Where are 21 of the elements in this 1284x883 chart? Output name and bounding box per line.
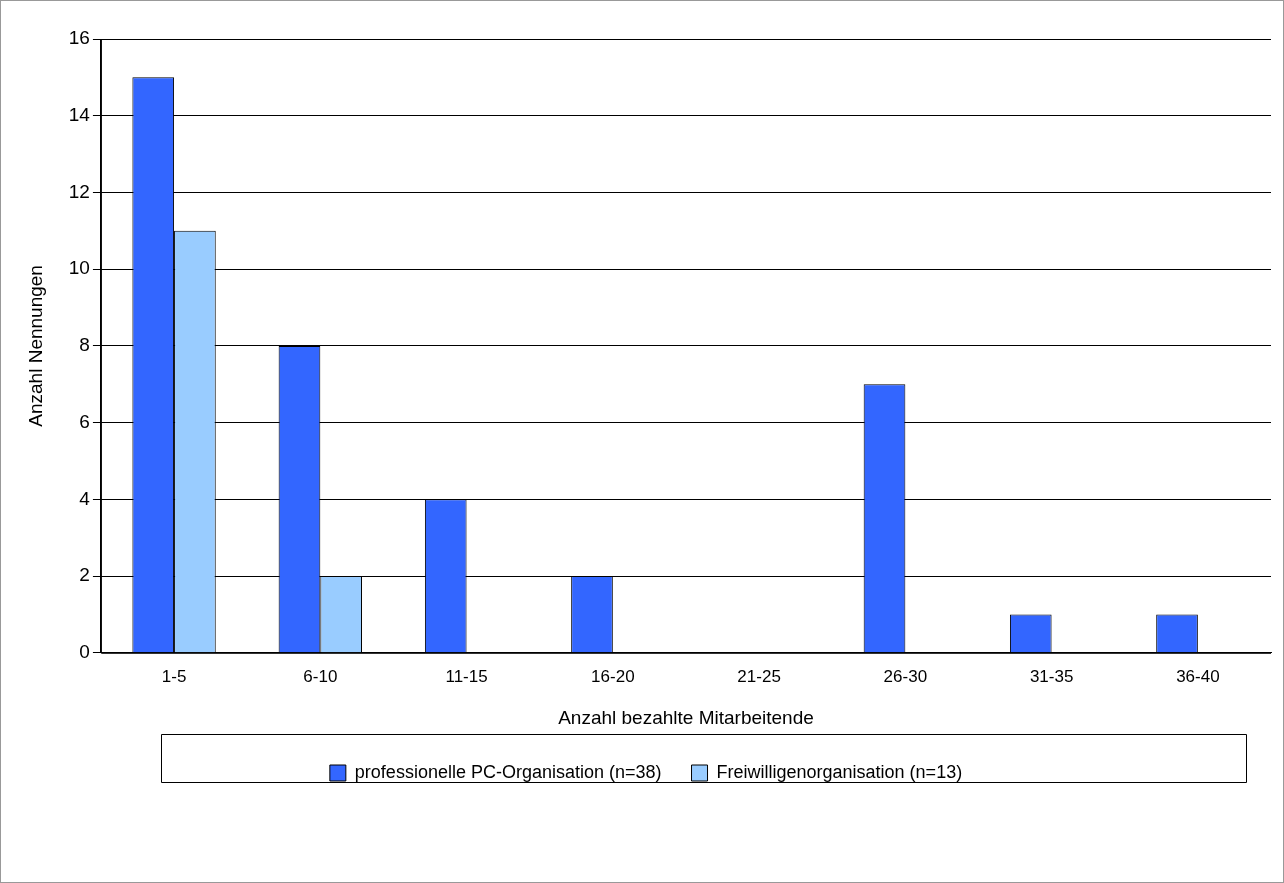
y-tick-label: 2 [79, 564, 90, 586]
legend-label: Freiwilligenorganisation (n=13) [716, 761, 963, 782]
y-tick-label: 0 [79, 641, 90, 663]
x-tick-label: 36-40 [1176, 666, 1220, 686]
y-tick-label: 4 [79, 487, 91, 509]
x-tick-label: 31-35 [1029, 666, 1074, 686]
y-tick-label: 12 [68, 180, 90, 202]
y-tick-label: 6 [79, 410, 90, 432]
x-tick-label: 6-10 [303, 666, 338, 686]
y-axis-title: Anzahl Nennungen [24, 265, 46, 427]
x-tick-label: 16-20 [591, 666, 635, 686]
y-tick-label: 16 [68, 27, 90, 49]
legend-label: professionelle PC-Organisation (n=38) [354, 761, 662, 782]
x-axis-title: Anzahl bezahlte Mitarbeitende [558, 706, 814, 728]
x-tick-label: 11-15 [445, 666, 488, 686]
x-tick-label: 21-25 [737, 666, 781, 686]
y-tick-label: 14 [68, 103, 91, 125]
x-tick-label: 26-30 [883, 666, 928, 686]
y-tick-label: 10 [68, 257, 90, 279]
y-tick-label: 8 [79, 334, 90, 356]
x-tick-label: 1-5 [161, 666, 187, 686]
